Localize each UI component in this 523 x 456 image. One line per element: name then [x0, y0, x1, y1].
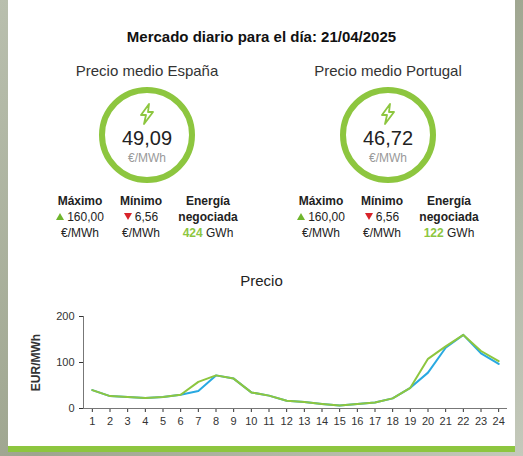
svg-text:0: 0: [68, 402, 74, 414]
html-text:Mínimo: Mínimo: [120, 194, 162, 208]
svg-text:15: 15: [334, 415, 346, 427]
svg-text:10: 10: [245, 415, 257, 427]
svg-text:11: 11: [263, 415, 274, 427]
html-text:6,56: 6,56: [134, 210, 159, 224]
html-text:€/MWh: €/MWh: [122, 226, 160, 240]
svg-text:3: 3: [125, 415, 131, 427]
html-text:49,09: 49,09: [122, 127, 172, 149]
svg-text:8: 8: [213, 415, 219, 427]
html-text:€/MWh: €/MWh: [363, 226, 401, 240]
svg-text:13: 13: [298, 415, 310, 427]
svg-text:200: 200: [56, 310, 74, 322]
html-text:Mercado diario para el día: 21: Mercado diario para el día: 21/04/2025: [126, 28, 397, 45]
html-text:€/MWh: €/MWh: [61, 226, 99, 240]
html-text:€/MWh: €/MWh: [128, 151, 166, 165]
svg-text:18: 18: [387, 415, 399, 427]
html-text:160,00: 160,00: [308, 210, 345, 224]
html-text:Máximo: Máximo: [57, 194, 103, 208]
html-text:Energía negociada: Energía negociada: [178, 194, 238, 224]
html-text:Precio: Precio: [240, 272, 283, 289]
svg-text:2: 2: [107, 415, 113, 427]
html-text:160,00: 160,00: [67, 210, 104, 224]
html-text:424 GWh: 424 GWh: [182, 226, 234, 240]
svg-text:23: 23: [475, 415, 487, 427]
svg-text:17: 17: [369, 415, 381, 427]
svg-text:22: 22: [457, 415, 469, 427]
html-text:€/MWh: €/MWh: [302, 226, 340, 240]
html-text:122 GWh: 122 GWh: [423, 226, 475, 240]
html-text:Máximo: Máximo: [298, 194, 344, 208]
svg-text:19: 19: [404, 415, 416, 427]
svg-text:5: 5: [160, 415, 166, 427]
svg-text:21: 21: [440, 415, 452, 427]
html-text:Precio medio Portugal: Precio medio Portugal: [314, 62, 462, 79]
svg-text:9: 9: [231, 415, 237, 427]
html-text:Energía negociada: Energía negociada: [419, 194, 479, 224]
svg-text:100: 100: [56, 356, 74, 368]
svg-text:24: 24: [493, 415, 505, 427]
html-text:46,72: 46,72: [363, 127, 413, 149]
svg-text:20: 20: [422, 415, 434, 427]
svg-text:7: 7: [195, 415, 201, 427]
svg-text:16: 16: [351, 415, 363, 427]
svg-text:14: 14: [316, 415, 328, 427]
html-text:Mínimo: Mínimo: [361, 194, 403, 208]
svg-text:1: 1: [89, 415, 95, 427]
svg-text:EUR/MWh: EUR/MWh: [29, 334, 43, 391]
html-text:Precio medio España: Precio medio España: [75, 62, 219, 79]
svg-text:12: 12: [281, 415, 293, 427]
html-text:6,56: 6,56: [375, 210, 400, 224]
html-text:€/MWh: €/MWh: [369, 151, 407, 165]
svg-text:6: 6: [178, 415, 184, 427]
svg-text:4: 4: [142, 415, 148, 427]
